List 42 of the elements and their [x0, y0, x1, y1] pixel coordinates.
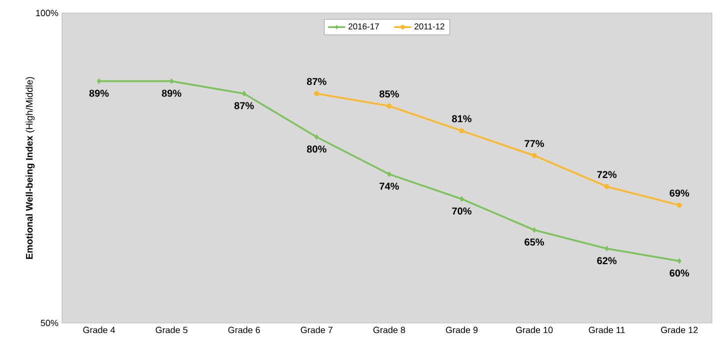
data-label: 77%: [524, 140, 544, 148]
data-label: 81%: [452, 115, 472, 122]
point: [242, 90, 246, 96]
x-tick-label: Grade 8: [373, 326, 406, 334]
x-tick-label: Grade 7: [300, 326, 332, 334]
data-label: 80%: [306, 146, 326, 153]
data-label: 72%: [597, 171, 617, 178]
x-tick-label: Grade 5: [156, 326, 188, 334]
data-label: 62%: [597, 257, 617, 264]
data-label: 87%: [306, 78, 326, 86]
data-label: 60%: [670, 270, 690, 277]
point: [460, 196, 464, 202]
data-label: 85%: [379, 90, 399, 98]
legend-label: 2011-12: [414, 23, 444, 30]
x-tick-label: Grade 11: [588, 326, 625, 334]
data-label: 65%: [524, 238, 544, 246]
point: [532, 227, 536, 233]
data-label: 87%: [234, 102, 254, 110]
data-label: 89%: [162, 90, 182, 97]
y-tick-label: 50%: [40, 320, 58, 326]
x-tick-label: Grade 4: [83, 326, 115, 334]
data-label: 74%: [380, 182, 399, 190]
legend-label: 2016-17: [348, 23, 379, 30]
point: [386, 103, 392, 109]
point: [386, 171, 392, 178]
point: [676, 202, 682, 208]
point: [459, 128, 464, 134]
x-tick-label: Grade 10: [516, 326, 553, 334]
data-label: 69%: [670, 190, 690, 197]
point: [604, 184, 610, 190]
point: [604, 246, 610, 252]
data-label: 89%: [89, 90, 109, 97]
x-tick-label: Grade 12: [661, 326, 698, 334]
point: [532, 153, 537, 158]
point: [314, 91, 320, 96]
data-label: 70%: [452, 208, 472, 215]
point: [314, 134, 319, 140]
y-tick-label: 100%: [36, 10, 58, 16]
x-tick-label: Grade 6: [228, 326, 260, 334]
x-tick-label: Grade 9: [446, 326, 478, 334]
point: [677, 258, 682, 264]
y-axis-title: Emotional Well-being Index (High/Middle): [26, 77, 35, 259]
